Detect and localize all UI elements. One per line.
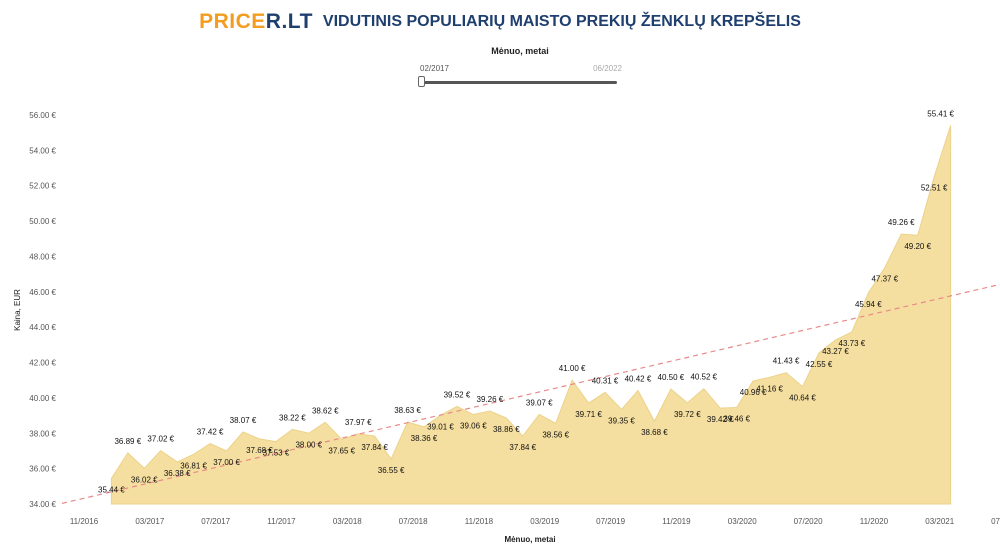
x-tick-label: 03/2021 <box>925 517 954 526</box>
logo-part-1: PRICE <box>199 10 266 33</box>
trend-line <box>61 283 1000 504</box>
data-label: 38.86 € <box>493 425 520 434</box>
y-tick-label: 54.00 € <box>29 146 56 155</box>
data-label: 43.27 € <box>822 347 849 356</box>
data-label: 38.07 € <box>230 416 257 425</box>
data-label: 39.06 € <box>460 422 487 431</box>
data-label: 39.52 € <box>444 390 471 399</box>
data-label: 38.62 € <box>312 406 339 415</box>
data-label: 39.42 € <box>707 415 734 424</box>
x-tick-label: 07/2020 <box>794 517 823 526</box>
data-label: 39.01 € <box>427 422 454 431</box>
y-tick-label: 36.00 € <box>29 465 56 474</box>
x-tick-label: 03/2017 <box>135 517 164 526</box>
slider-handle[interactable] <box>418 76 425 87</box>
data-label: 39.26 € <box>477 395 504 404</box>
data-label: 40.64 € <box>789 394 816 403</box>
data-label: 38.00 € <box>295 440 322 449</box>
x-tick-label: 07/2019 <box>596 517 625 526</box>
data-label: 49.20 € <box>904 242 931 251</box>
y-tick-label: 48.00 € <box>29 252 56 261</box>
y-tick-label: 50.00 € <box>29 217 56 226</box>
data-label: 36.89 € <box>114 437 141 446</box>
data-label: 41.43 € <box>773 357 800 366</box>
x-tick-label: 07/2018 <box>399 517 428 526</box>
data-label: 55.41 € <box>927 109 954 118</box>
y-tick-label: 42.00 € <box>29 359 56 368</box>
x-tick-label: 11/2018 <box>465 517 494 526</box>
data-label: 36.38 € <box>164 469 191 478</box>
y-tick-label: 40.00 € <box>29 394 56 403</box>
y-tick-label: 52.00 € <box>29 182 56 191</box>
y-tick-label: 38.00 € <box>29 429 56 438</box>
data-label: 40.96 € <box>740 388 767 397</box>
price-area <box>110 125 952 505</box>
data-label: 37.42 € <box>197 428 224 437</box>
data-label: 52.51 € <box>921 184 948 193</box>
data-label: 43.73 € <box>839 339 866 348</box>
pricer-logo[interactable]: PRICER.LT <box>199 10 313 34</box>
logo-part-2: R.LT <box>265 10 313 33</box>
data-label: 41.00 € <box>559 364 586 373</box>
y-tick-label: 56.00 € <box>29 111 56 120</box>
x-tick-label: 11/2019 <box>662 517 691 526</box>
data-label: 47.37 € <box>871 275 898 284</box>
data-label: 38.68 € <box>641 428 668 437</box>
data-label: 40.50 € <box>658 373 685 382</box>
slider-max-label: 06/2022 <box>593 64 622 73</box>
data-label: 37.53 € <box>263 449 290 458</box>
data-label: 37.00 € <box>213 458 240 467</box>
data-label: 41.16 € <box>756 384 783 393</box>
data-label: 39.71 € <box>575 410 602 419</box>
data-label: 37.68 € <box>246 446 273 455</box>
data-label: 38.22 € <box>279 413 306 422</box>
date-range-slider: Mėnuo, metai 02/2017 06/2022 <box>415 46 625 90</box>
slider-title: Mėnuo, metai <box>491 46 549 56</box>
x-tick-label: 03/2018 <box>333 517 362 526</box>
slider-min-label: 02/2017 <box>420 64 449 73</box>
data-label: 49.26 € <box>888 218 915 227</box>
data-label: 37.84 € <box>509 443 536 452</box>
data-label: 36.81 € <box>180 461 207 470</box>
data-label: 38.36 € <box>411 434 438 443</box>
data-label: 37.97 € <box>345 418 372 427</box>
data-label: 40.52 € <box>690 373 717 382</box>
x-tick-label: 07/2021 <box>991 517 1000 526</box>
y-axis-title: Kaina, EUR <box>13 289 22 331</box>
data-label: 40.42 € <box>625 374 652 383</box>
data-label: 39.72 € <box>674 410 701 419</box>
data-label: 39.35 € <box>608 416 635 425</box>
y-tick-label: 34.00 € <box>29 500 56 509</box>
data-label: 37.84 € <box>361 443 388 452</box>
data-label: 38.56 € <box>542 430 569 439</box>
data-label: 39.07 € <box>526 398 553 407</box>
data-label: 37.02 € <box>147 435 174 444</box>
slider-track[interactable] <box>423 81 617 84</box>
x-tick-label: 07/2017 <box>201 517 230 526</box>
page-title: VIDUTINIS POPULIARIŲ MAISTO PREKIŲ ŽENKL… <box>322 13 801 30</box>
y-tick-label: 44.00 € <box>29 323 56 332</box>
x-tick-label: 11/2017 <box>267 517 296 526</box>
data-label: 38.63 € <box>394 406 421 415</box>
data-label: 42.55 € <box>806 360 833 369</box>
x-tick-label: 03/2019 <box>530 517 559 526</box>
x-tick-label: 11/2016 <box>70 517 99 526</box>
data-label: 45.94 € <box>855 300 882 309</box>
data-label: 37.65 € <box>328 446 355 455</box>
data-label: 36.02 € <box>131 475 158 484</box>
header: PRICER.LT VIDUTINIS POPULIARIŲ MAISTO PR… <box>0 6 1000 38</box>
y-tick-label: 46.00 € <box>29 288 56 297</box>
data-label: 40.31 € <box>592 376 619 385</box>
data-label: 36.55 € <box>378 466 405 475</box>
data-label: 39.46 € <box>723 414 750 423</box>
data-label: 35.44 € <box>98 486 125 495</box>
x-tick-label: 03/2020 <box>728 517 757 526</box>
x-axis-title: Mėnuo, metai <box>504 535 555 544</box>
x-tick-label: 11/2020 <box>860 517 889 526</box>
